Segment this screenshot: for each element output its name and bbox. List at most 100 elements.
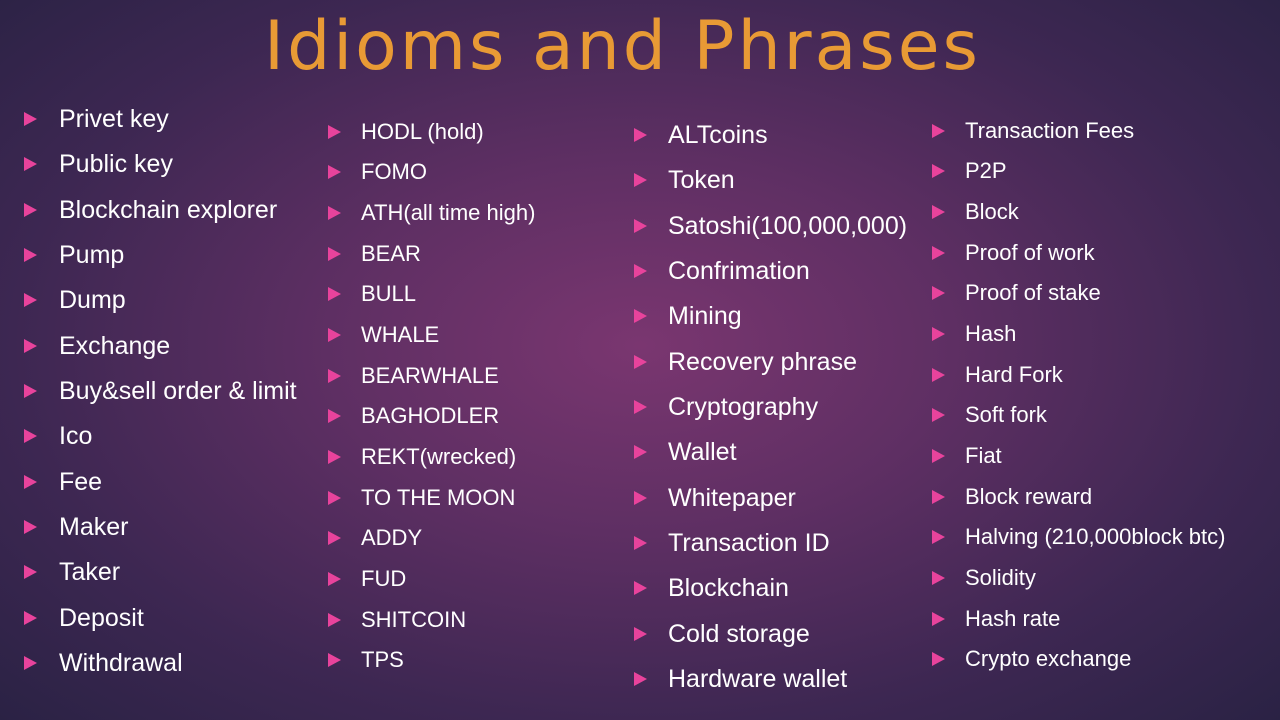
triangle-bullet-icon [328, 328, 341, 342]
triangle-bullet-icon [328, 613, 341, 627]
list-item-label: P2P [965, 158, 1007, 183]
list-item: HODL (hold) [328, 117, 484, 147]
triangle-bullet-icon [932, 652, 945, 666]
list-item-label: Transaction ID [668, 528, 830, 557]
list-item-label: Fee [59, 467, 103, 496]
list-item-label: Halving (210,000block btc) [965, 524, 1226, 549]
list-item: Buy&sell order & limit [24, 376, 297, 406]
list-item-label: Buy&sell order & limit [59, 376, 297, 405]
list-item-label: WHALE [361, 322, 440, 347]
triangle-bullet-icon [328, 206, 341, 220]
triangle-bullet-icon [932, 612, 945, 626]
list-item-label: ALTcoins [668, 120, 768, 149]
list-item: ALTcoins [634, 120, 768, 150]
triangle-bullet-icon [932, 246, 945, 260]
list-item: Cold storage [634, 619, 810, 649]
list-item-label: Wallet [668, 437, 737, 466]
triangle-bullet-icon [634, 355, 647, 369]
list-item-label: ATH(all time high) [361, 200, 536, 225]
triangle-bullet-icon [24, 157, 37, 171]
list-item-label: Hard Fork [965, 362, 1063, 387]
list-item-label: REKT(wrecked) [361, 444, 517, 469]
triangle-bullet-icon [24, 203, 37, 217]
list-item: BEAR [328, 239, 421, 269]
triangle-bullet-icon [24, 248, 37, 262]
list-item-label: ADDY [361, 525, 423, 550]
list-item: Maker [24, 512, 128, 542]
triangle-bullet-icon [328, 572, 341, 586]
list-item: Ico [24, 421, 92, 451]
triangle-bullet-icon [24, 475, 37, 489]
triangle-bullet-icon [634, 219, 647, 233]
triangle-bullet-icon [634, 445, 647, 459]
list-item: TO THE MOON [328, 483, 515, 513]
list-item-label: HODL (hold) [361, 119, 484, 144]
list-item: ADDY [328, 523, 422, 553]
triangle-bullet-icon [24, 565, 37, 579]
triangle-bullet-icon [328, 531, 341, 545]
list-item-label: Block reward [965, 484, 1093, 509]
triangle-bullet-icon [634, 491, 647, 505]
list-item: Fiat [932, 441, 1002, 471]
list-item-label: Fiat [965, 443, 1002, 468]
triangle-bullet-icon [634, 128, 647, 142]
list-item: Proof of work [932, 238, 1095, 268]
list-item: Cryptography [634, 392, 818, 422]
triangle-bullet-icon [634, 536, 647, 550]
list-item-label: Cold storage [668, 619, 810, 648]
triangle-bullet-icon [932, 124, 945, 138]
list-item: Block [932, 197, 1019, 227]
list-item-label: Exchange [59, 331, 171, 360]
list-item: P2P [932, 156, 1007, 186]
list-item: Blockchain [634, 573, 789, 603]
list-item: Recovery phrase [634, 347, 857, 377]
list-item: Soft fork [932, 400, 1047, 430]
triangle-bullet-icon [932, 530, 945, 544]
list-item: Proof of stake [932, 278, 1101, 308]
list-item-label: Recovery phrase [668, 347, 857, 376]
triangle-bullet-icon [932, 205, 945, 219]
list-item-label: Hardware wallet [668, 664, 848, 693]
triangle-bullet-icon [634, 400, 647, 414]
list-item: Taker [24, 557, 120, 587]
triangle-bullet-icon [328, 287, 341, 301]
list-item: Pump [24, 240, 124, 270]
triangle-bullet-icon [634, 309, 647, 323]
list-item: REKT(wrecked) [328, 442, 516, 472]
list-item-label: Block [965, 199, 1019, 224]
list-item: BULL [328, 279, 416, 309]
list-item-label: Solidity [965, 565, 1036, 590]
triangle-bullet-icon [24, 339, 37, 353]
list-item: Confrimation [634, 256, 810, 286]
list-item-label: Pump [59, 240, 125, 269]
list-item: Mining [634, 301, 742, 331]
list-item: Hardware wallet [634, 664, 847, 694]
list-item: ATH(all time high) [328, 198, 535, 228]
list-item-label: Public key [59, 149, 173, 178]
list-item-label: Dump [59, 285, 126, 314]
triangle-bullet-icon [932, 408, 945, 422]
list-item-label: Ico [59, 421, 93, 450]
list-item: Hard Fork [932, 360, 1063, 390]
list-item: Wallet [634, 437, 737, 467]
list-item-label: BULL [361, 281, 417, 306]
triangle-bullet-icon [328, 247, 341, 261]
list-item: Deposit [24, 603, 144, 633]
triangle-bullet-icon [932, 571, 945, 585]
list-item: Crypto exchange [932, 644, 1131, 674]
triangle-bullet-icon [634, 581, 647, 595]
list-item-label: BEAR [361, 241, 421, 266]
list-item-label: BAGHODLER [361, 403, 500, 428]
list-item: Public key [24, 149, 173, 179]
list-item-label: Deposit [59, 603, 144, 632]
triangle-bullet-icon [24, 611, 37, 625]
triangle-bullet-icon [24, 112, 37, 126]
list-item: Transaction ID [634, 528, 830, 558]
list-item-label: Cryptography [668, 392, 819, 421]
triangle-bullet-icon [24, 293, 37, 307]
triangle-bullet-icon [328, 450, 341, 464]
triangle-bullet-icon [634, 672, 647, 686]
list-item-label: Token [668, 165, 735, 194]
list-item-label: TPS [361, 647, 404, 672]
triangle-bullet-icon [634, 627, 647, 641]
